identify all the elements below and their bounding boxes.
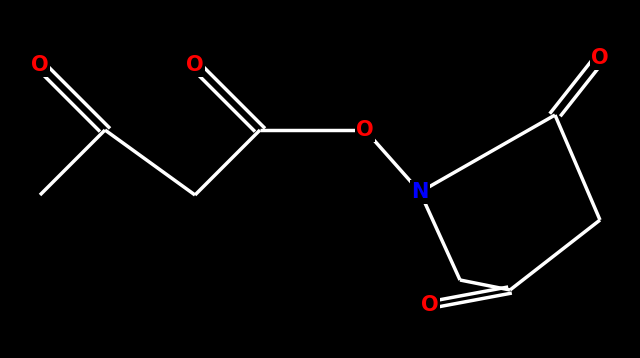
- Text: O: O: [356, 120, 374, 140]
- Text: O: O: [31, 55, 49, 75]
- Text: O: O: [591, 48, 609, 68]
- Text: N: N: [412, 182, 429, 202]
- Text: O: O: [186, 55, 204, 75]
- Text: O: O: [421, 295, 439, 315]
